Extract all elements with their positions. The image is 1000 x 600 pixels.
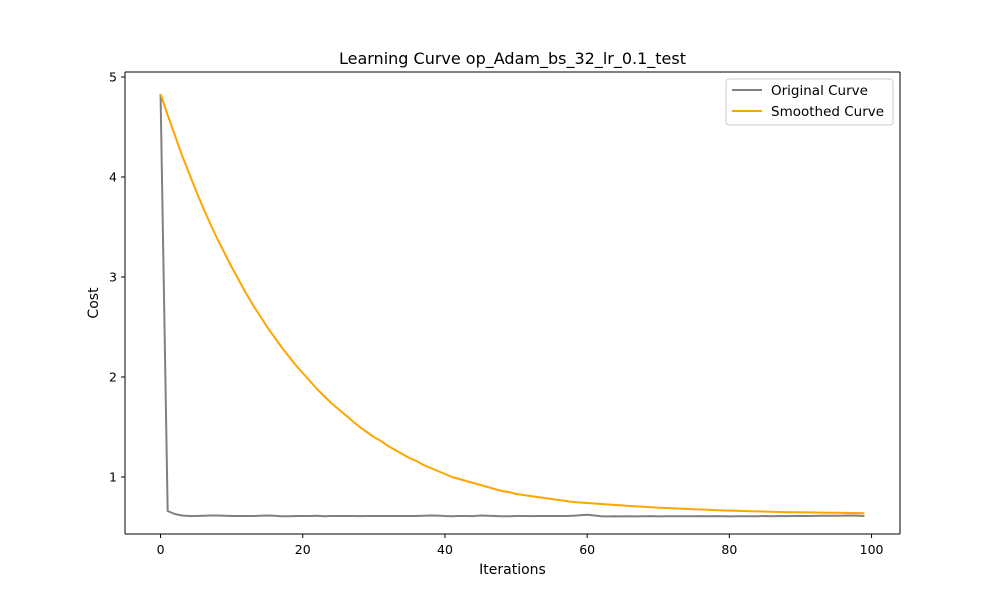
y-tick-label: 4 [109,170,117,185]
x-tick-label: 100 [860,542,884,557]
series-line-original-curve [159,93,865,518]
x-ticks: 0 20 40 60 80 100 [157,534,884,557]
y-tick-label: 2 [109,370,117,385]
legend: Original Curve Smoothed Curve [725,78,894,126]
series-layer [159,93,865,518]
legend-label-smoothed: Smoothed Curve [771,104,884,120]
x-tick-label: 0 [157,542,165,557]
series-line-smoothed-curve [159,93,865,515]
x-tick-label: 60 [579,542,595,557]
axes-spines [124,71,901,535]
chart-title: Learning Curve op_Adam_bs_32_lr_0.1_test [339,49,686,69]
y-tick-label: 3 [109,270,117,285]
legend-box [725,78,894,126]
y-ticks: 1 2 3 4 5 [109,70,125,485]
x-tick-label: 40 [437,542,453,557]
legend-label-original: Original Curve [771,83,868,99]
x-tick-label: 80 [721,542,737,557]
y-tick-label: 1 [109,470,117,485]
x-axis-label: Iterations [479,562,546,578]
y-axis-label: Cost [86,287,102,319]
y-tick-label: 5 [109,70,117,85]
plot-area [125,72,900,534]
x-tick-label: 20 [295,542,311,557]
